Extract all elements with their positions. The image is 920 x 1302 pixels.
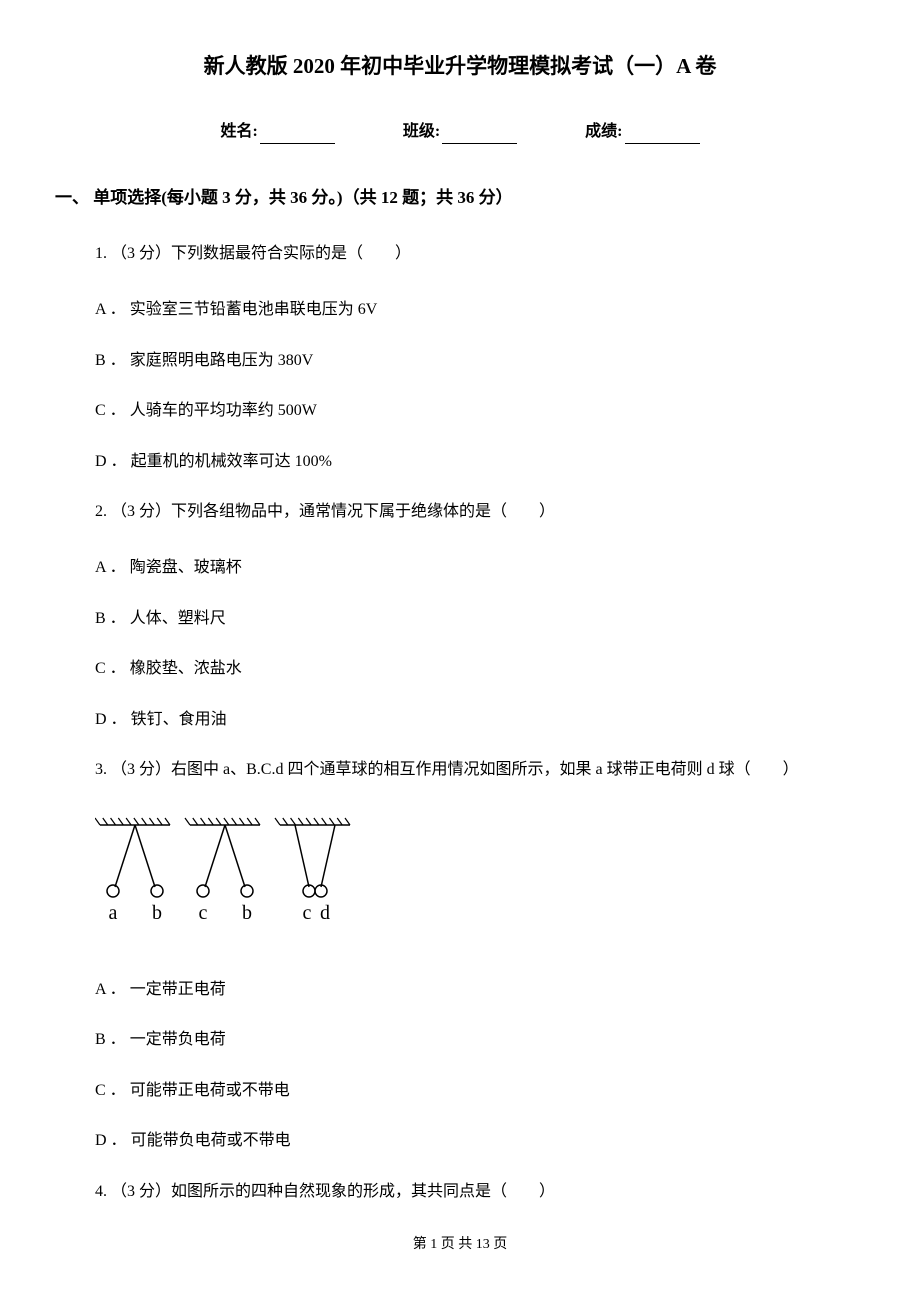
option-text: 家庭照明电路电压为 380V xyxy=(130,352,314,369)
option: A ． 实验室三节铅蓄电池串联电压为 6V xyxy=(95,297,865,323)
svg-text:d: d xyxy=(320,902,330,924)
class-label: 班级: xyxy=(403,123,440,140)
svg-text:c: c xyxy=(199,902,208,924)
option: D ． 起重机的机械效率可达 100% xyxy=(95,449,865,475)
option-letter: C ． xyxy=(95,402,126,419)
option-letter: B ． xyxy=(95,352,126,369)
option-letter: D ． xyxy=(95,1132,127,1149)
option: D ． 可能带负电荷或不带电 xyxy=(95,1128,865,1154)
question-number: 2. xyxy=(95,503,107,520)
option-text: 可能带负电荷或不带电 xyxy=(131,1132,291,1149)
question-points: （3 分） xyxy=(111,761,171,778)
option-letter: C ． xyxy=(95,1082,126,1099)
option-letter: C ． xyxy=(95,660,126,677)
question-number: 1. xyxy=(95,245,107,262)
option-letter: A ． xyxy=(95,301,126,318)
svg-text:b: b xyxy=(152,902,162,924)
section-number: 一、 xyxy=(55,188,89,207)
question: 2. （3 分）下列各组物品中，通常情况下属于绝缘体的是（ ） xyxy=(95,499,865,525)
option-text: 一定带负电荷 xyxy=(130,1031,226,1048)
section-heading: 一、 单项选择(每小题 3 分，共 36 分。)（共 12 题；共 36 分） xyxy=(55,184,865,211)
option-text: 一定带正电荷 xyxy=(130,981,226,998)
question-text: 下列数据最符合实际的是（ ） xyxy=(171,245,411,262)
option-text: 橡胶垫、浓盐水 xyxy=(130,660,242,677)
question-text: 下列各组物品中，通常情况下属于绝缘体的是（ ） xyxy=(171,503,555,520)
question: 1. （3 分）下列数据最符合实际的是（ ） xyxy=(95,241,865,267)
question-text: 如图所示的四种自然现象的形成，其共同点是（ ） xyxy=(171,1183,555,1200)
pith-ball-figure: abcbcd xyxy=(95,813,865,952)
option-letter: A ． xyxy=(95,559,126,576)
option-text: 陶瓷盘、玻璃杯 xyxy=(130,559,242,576)
page-footer: 第 1 页 共 13 页 xyxy=(55,1234,865,1256)
option-letter: A ． xyxy=(95,981,126,998)
svg-text:c: c xyxy=(303,902,312,924)
option-text: 人体、塑料尺 xyxy=(130,610,226,627)
option: D ． 铁钉、食用油 xyxy=(95,707,865,733)
option-text: 起重机的机械效率可达 100% xyxy=(131,453,332,470)
option-text: 可能带正电荷或不带电 xyxy=(130,1082,290,1099)
option-letter: B ． xyxy=(95,610,126,627)
question-text: 右图中 a、B.C.d 四个通草球的相互作用情况如图所示，如果 a 球带正电荷则… xyxy=(171,761,799,778)
pith-ball-diagram: abcbcd xyxy=(95,813,370,943)
option: A ． 陶瓷盘、玻璃杯 xyxy=(95,555,865,581)
question-points: （3 分） xyxy=(111,503,171,520)
question: 4. （3 分）如图所示的四种自然现象的形成，其共同点是（ ） xyxy=(95,1179,865,1205)
option: A ． 一定带正电荷 xyxy=(95,977,865,1003)
option: B ． 人体、塑料尺 xyxy=(95,606,865,632)
option-text: 实验室三节铅蓄电池串联电压为 6V xyxy=(130,301,378,318)
svg-text:a: a xyxy=(109,902,118,924)
question-number: 4. xyxy=(95,1183,107,1200)
class-blank xyxy=(442,143,517,144)
option: C ． 人骑车的平均功率约 500W xyxy=(95,398,865,424)
option-letter: D ． xyxy=(95,711,127,728)
option-letter: B ． xyxy=(95,1031,126,1048)
svg-text:b: b xyxy=(242,902,252,924)
exam-title: 新人教版 2020 年初中毕业升学物理模拟考试（一）A 卷 xyxy=(55,50,865,84)
option-text: 人骑车的平均功率约 500W xyxy=(130,402,317,419)
option: C ． 橡胶垫、浓盐水 xyxy=(95,656,865,682)
question-points: （3 分） xyxy=(111,1183,171,1200)
question: 3. （3 分）右图中 a、B.C.d 四个通草球的相互作用情况如图所示，如果 … xyxy=(95,757,865,783)
question-number: 3. xyxy=(95,761,107,778)
score-label: 成绩: xyxy=(585,123,622,140)
question-points: （3 分） xyxy=(111,245,171,262)
option: C ． 可能带正电荷或不带电 xyxy=(95,1078,865,1104)
name-label: 姓名: xyxy=(220,123,257,140)
option-letter: D ． xyxy=(95,453,127,470)
option: B ． 家庭照明电路电压为 380V xyxy=(95,348,865,374)
name-blank xyxy=(260,143,335,144)
score-blank xyxy=(625,143,700,144)
info-line: 姓名: 班级: 成绩: xyxy=(55,119,865,145)
option-text: 铁钉、食用油 xyxy=(131,711,227,728)
section-label: 单项选择(每小题 3 分，共 36 分。)（共 12 题；共 36 分） xyxy=(93,188,512,207)
option: B ． 一定带负电荷 xyxy=(95,1027,865,1053)
